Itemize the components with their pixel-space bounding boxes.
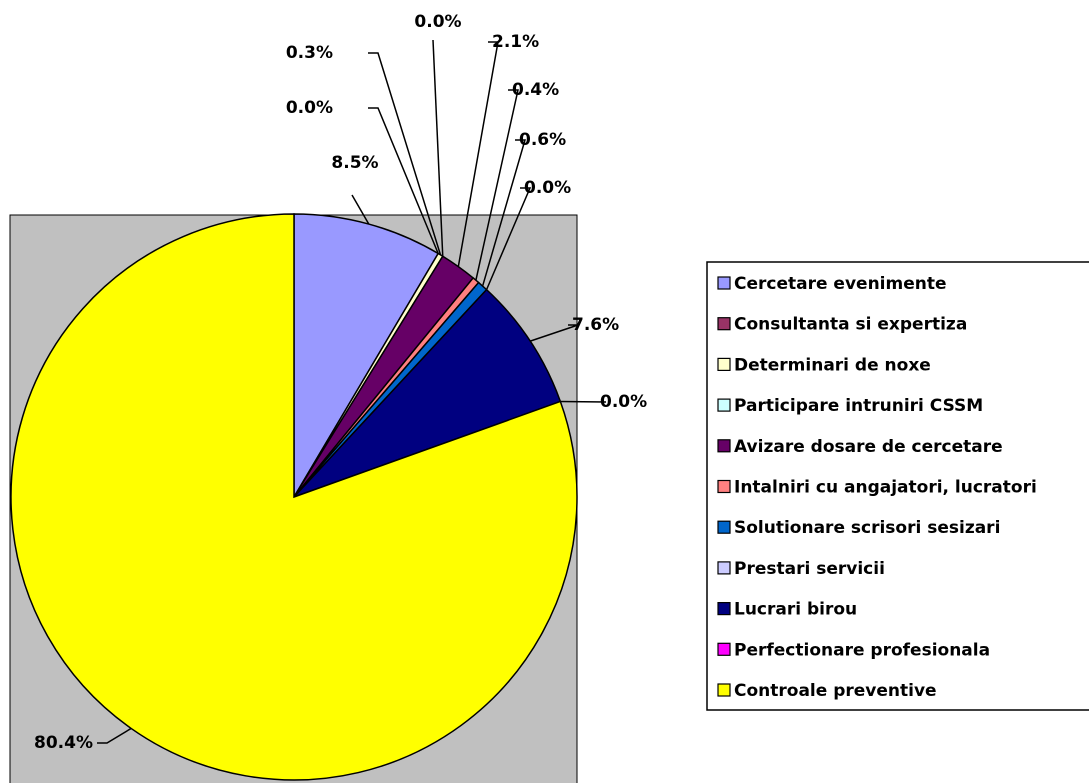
leader-line	[457, 41, 499, 267]
leader-line	[368, 52, 442, 256]
leader-line	[560, 400, 607, 403]
legend-swatch	[717, 601, 731, 616]
data-label: 0.6%	[519, 130, 566, 150]
data-label: 0.3%	[286, 43, 333, 63]
leader-line	[481, 139, 526, 287]
leader-line	[529, 324, 579, 342]
legend-swatch	[717, 561, 731, 575]
leader-line	[485, 187, 532, 290]
legend-swatch	[717, 276, 731, 290]
legend-label: Controale preventive	[734, 681, 937, 701]
legend-label: Intalniri cu angajatori, lucratori	[734, 478, 1037, 498]
legend-swatch	[717, 357, 731, 371]
legend-swatch	[717, 642, 731, 656]
data-label: 7.6%	[572, 315, 619, 335]
legend-label: Solutionare scrisori sesizari	[734, 518, 1000, 538]
legend-label: Lucrari birou	[734, 600, 857, 620]
legend-label: Consultanta si expertiza	[734, 315, 967, 335]
legend-swatch	[717, 683, 731, 697]
legend-label: Determinari de noxe	[734, 355, 931, 375]
legend-label: Prestari servicii	[734, 559, 885, 579]
pie-slice	[293, 213, 440, 500]
legend-label: Avizare dosare de cercetare	[734, 437, 1003, 457]
leader-line	[475, 89, 519, 281]
data-label: 0.4%	[512, 80, 559, 100]
leader-line	[351, 194, 370, 225]
data-label: 0.0%	[524, 178, 571, 198]
legend-swatch	[717, 479, 731, 494]
data-label: 80.4%	[34, 733, 93, 753]
legend-swatch	[717, 439, 731, 453]
data-label: 2.1%	[492, 32, 539, 52]
leader-line	[432, 39, 444, 257]
pie-slice	[10, 213, 578, 781]
legend-label: Perfectionare profesionala	[734, 640, 990, 660]
data-label: 0.0%	[600, 392, 647, 412]
legend-box	[706, 261, 1089, 711]
data-label: 0.0%	[414, 12, 461, 32]
data-label: 8.5%	[331, 153, 378, 173]
data-label: 0.0%	[286, 98, 333, 118]
legend-label: Participare intruniri CSSM	[734, 396, 983, 416]
legend-swatch	[717, 317, 731, 331]
leader-line	[368, 107, 439, 254]
leader-line	[97, 727, 132, 744]
legend-swatch	[717, 398, 731, 412]
legend-swatch	[717, 520, 731, 534]
legend-label: Cercetare evenimente	[734, 274, 947, 294]
